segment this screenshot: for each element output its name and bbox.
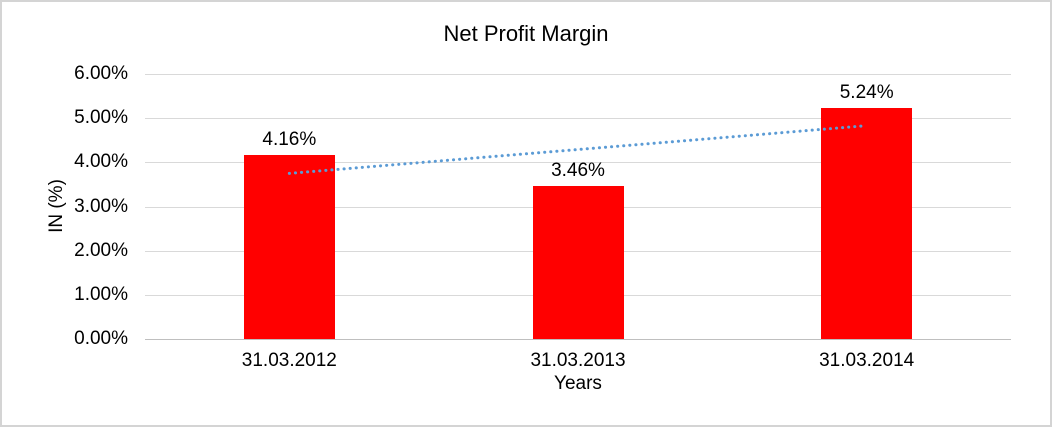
- bar: [821, 107, 913, 339]
- gridline: [145, 118, 1011, 120]
- gridline: [145, 339, 1011, 340]
- y-tick-label: 2.00%: [74, 239, 128, 261]
- y-tick-label: 5.00%: [74, 107, 128, 129]
- bar: [532, 186, 624, 339]
- bar-data-label: 3.46%: [551, 160, 605, 182]
- x-axis-title: Years: [554, 373, 602, 394]
- y-tick-label: 0.00%: [74, 328, 128, 349]
- x-tick-label: 31.03.2014: [819, 350, 915, 371]
- y-tick-label: 6.00%: [74, 63, 128, 84]
- bar-data-label: 4.16%: [262, 129, 317, 151]
- y-tick-label: 4.00%: [74, 151, 128, 173]
- y-tick-label: 1.00%: [74, 283, 128, 305]
- x-tick-label: 31.03.2013: [530, 350, 626, 371]
- x-tick-label: 31.03.2012: [241, 350, 337, 371]
- gridline: [145, 74, 1011, 75]
- chart-title: Net Profit Margin: [443, 21, 609, 46]
- bar-data-label: 5.24%: [839, 81, 894, 103]
- y-tick-label: 3.00%: [74, 195, 128, 217]
- bar: [243, 155, 335, 339]
